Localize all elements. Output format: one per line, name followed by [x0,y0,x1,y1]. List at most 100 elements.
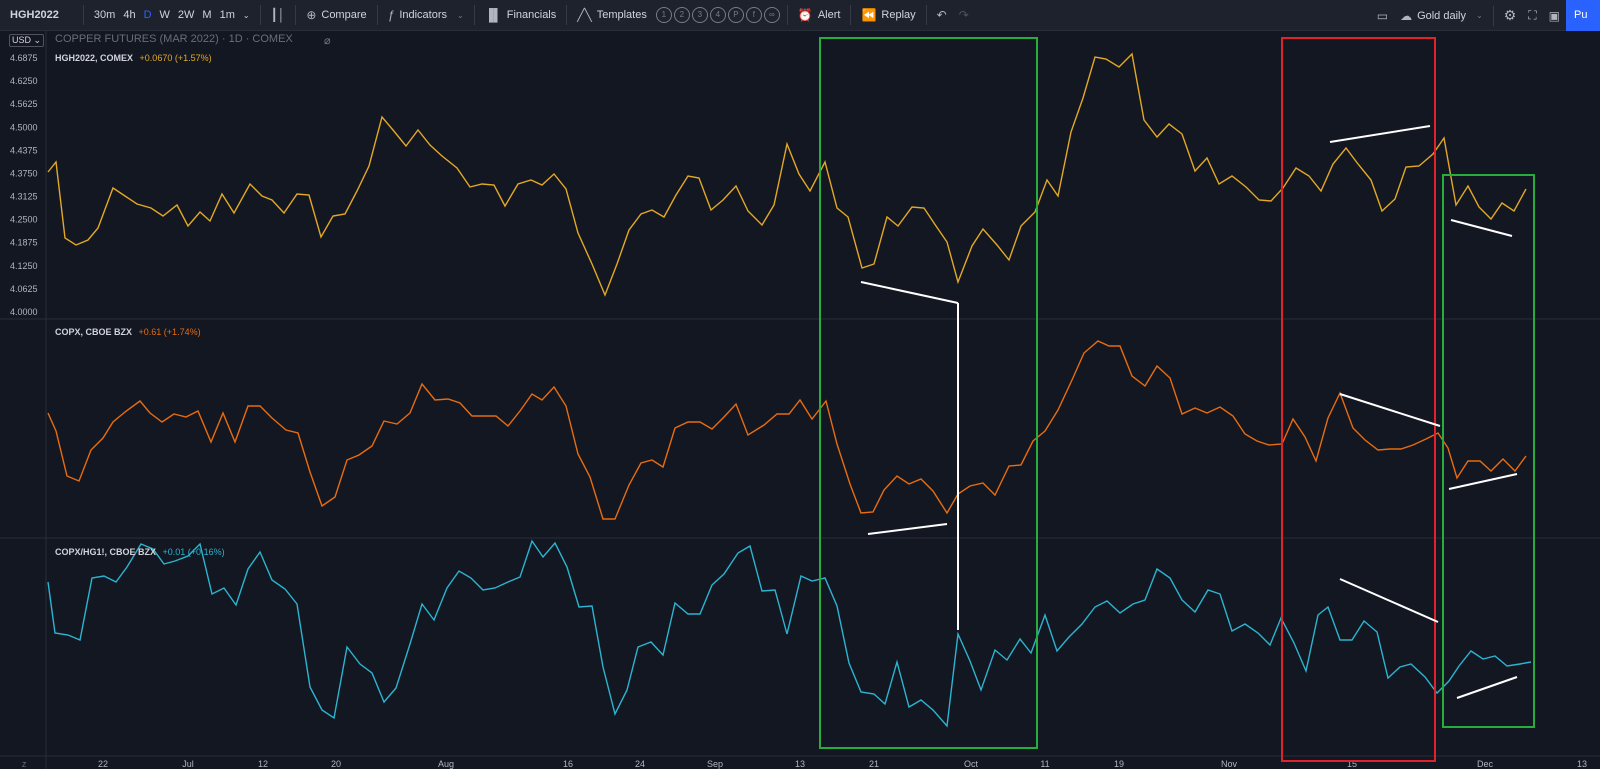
price-tick-label: 4.3125 [10,192,38,202]
pane-symbol: COPX/HG1!, CBOE BZX [55,547,157,557]
price-tick-label: 4.6250 [10,76,38,86]
bars-icon: ▐▌ [484,8,502,22]
snapshot-button[interactable]: ▣ [1543,0,1566,31]
indicators-button[interactable]: ƒ Indicators ⌄ [382,0,470,31]
financials-button[interactable]: ▐▌ Financials [479,0,563,31]
undo-button[interactable]: ↶ [931,0,953,31]
redo-icon: ↷ [958,8,969,22]
eye-off-icon[interactable]: ⌀ [324,35,331,47]
price-tick-label: 4.5000 [10,122,38,132]
chevron-down-icon[interactable]: ⌄ [242,10,250,20]
trendline [867,523,948,535]
price-tick-label: 4.1250 [10,261,38,271]
camera-icon: ▣ [1548,8,1560,23]
rewind-icon: ⏪ [861,8,877,22]
divider [925,5,927,25]
compare-label: Compare [321,9,367,21]
time-axis-lead: Z [22,762,27,769]
fullscreen-button[interactable]: ⛶ [1522,0,1542,31]
interval-2w[interactable]: 2W [177,9,195,21]
chart-type-button[interactable]: ┃│ [265,0,292,31]
trendline [1339,393,1441,427]
price-tick-label: 4.5625 [10,99,38,109]
template-slot-3[interactable]: 3 [691,7,708,23]
interval-4h[interactable]: 4h [123,9,136,21]
pane-change: +0.0670 (+1.57%) [139,53,212,63]
template-slot-inf[interactable]: ∞ [763,7,780,23]
trendline [860,281,959,304]
undo-icon: ↶ [936,8,947,22]
fullscreen-icon: ⛶ [1528,8,1537,22]
time-tick-label: 20 [331,759,341,769]
compare-button[interactable]: ⊕ Compare [300,0,372,31]
divider [259,5,261,25]
price-tick-label: 4.4375 [10,145,38,155]
divider [1492,5,1494,26]
templates-label: Templates [596,9,647,21]
interval-w[interactable]: W [159,9,170,21]
interval-m[interactable]: M [202,9,212,21]
divider [376,5,378,25]
price-tick-label: 4.6875 [10,53,38,63]
time-tick-label: 22 [98,759,108,769]
pane-change: +0.01 (+0.16%) [162,547,225,557]
layout-icon: ▭ [1376,8,1389,23]
time-tick-label: Nov [1221,759,1238,769]
templates-button[interactable]: ╱╲ Templates [571,0,653,31]
layout-button[interactable]: ▭ [1371,0,1394,31]
template-icon: ╱╲ [577,8,592,22]
time-tick-label: 24 [635,759,645,769]
pane-symbol: COPX, CBOE BZX [55,327,133,337]
right-toolbar: ▭ ☁ Gold daily ⌄ ⚙ ⛶ ▣ Pu [1371,0,1600,31]
time-tick-label: 11 [1040,759,1049,769]
time-tick-label: 13 [1577,759,1587,769]
highlight-box-green-2 [1442,174,1535,728]
gear-icon: ⚙ [1503,7,1517,23]
redo-button[interactable]: ↷ [953,0,975,31]
template-slot-p[interactable]: P [727,7,744,23]
interval-1m[interactable]: 1m [219,9,235,21]
template-slot-2[interactable]: 2 [673,7,690,23]
price-tick-label: 4.2500 [10,215,38,225]
divider [295,5,297,25]
currency-label: USD [12,35,32,45]
time-tick-label: Aug [438,759,454,769]
interval-d[interactable]: D [143,9,152,21]
series-line-copx-hg1 [47,539,1532,728]
interval-30m[interactable]: 30m [93,9,116,21]
highlight-box-red [1281,37,1436,762]
pane-legend-copx: COPX, CBOE BZX +0.61 (+1.74%) [55,327,201,337]
time-tick-label: Oct [964,759,979,769]
time-tick-label: Sep [707,759,723,769]
divider [82,5,84,25]
indicators-label: Indicators [399,9,448,21]
alarm-icon: ⏰ [797,8,813,22]
pane-legend-copx-hg1: COPX/HG1!, CBOE BZX +0.01 (+0.16%) [55,547,225,557]
pane-legend-hgh2022: HGH2022, COMEX +0.0670 (+1.57%) [55,53,212,63]
time-tick-label: Dec [1477,759,1494,769]
trendline [1450,219,1513,237]
symbol-search[interactable]: HGH2022 [10,9,59,21]
currency-button[interactable]: USD ⌄ [9,34,45,47]
chevron-down-icon: ⌄ [457,10,464,20]
settings-button[interactable]: ⚙ [1498,0,1523,31]
main-series-title: COPPER FUTURES (MAR 2022) · 1D · COMEX [55,33,293,45]
publish-button[interactable]: Pu [1566,0,1600,31]
price-axis: 4.6875 4.6250 4.5625 4.5000 4.4375 4.3750 4.31… [10,53,38,317]
layout-name-button[interactable]: ☁ Gold daily ⌄ [1394,0,1489,31]
pane-symbol: HGH2022, COMEX [55,53,134,63]
top-toolbar: HGH2022 30m 4h D W 2W M 1m ⌄ ┃│ ⊕ Compar… [0,0,1600,31]
divider [566,5,568,25]
plus-circle-icon: ⊕ [306,8,317,22]
replay-button[interactable]: ⏪ Replay [855,0,921,31]
template-slot-4[interactable]: 4 [709,7,726,23]
time-tick-label: 21 [869,759,879,769]
template-slot-1[interactable]: 1 [655,7,672,23]
price-tick-label: 4.0625 [10,284,38,294]
alert-button[interactable]: ⏰ Alert [792,0,847,31]
time-tick-label: 19 [1114,759,1124,769]
divider [473,5,475,25]
template-slot-f[interactable]: f [745,7,762,23]
interval-list: 30m 4h D W 2W M 1m ⌄ [88,0,256,31]
